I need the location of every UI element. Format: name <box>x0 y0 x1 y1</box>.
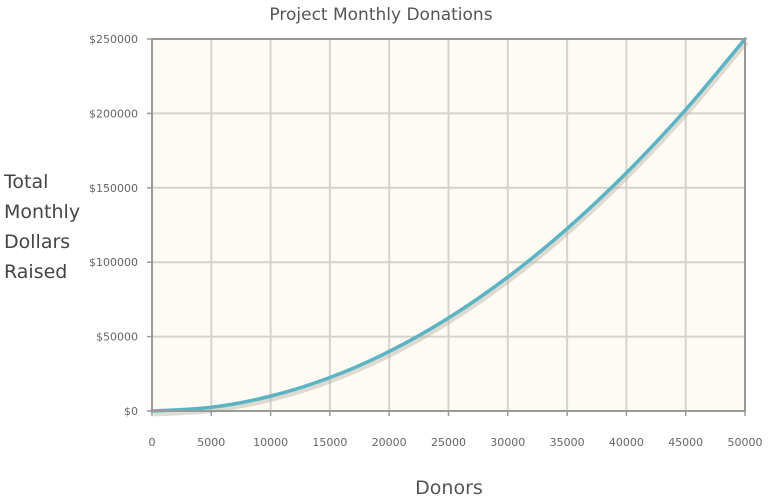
x-tick-label: 25000 <box>431 436 466 449</box>
x-axis-ticks: 0 5000 10000 15000 20000 25000 30000 35000 40000… <box>149 411 763 449</box>
chart-title: Project Monthly Donations <box>269 5 492 25</box>
x-tick-label: 50000 <box>728 436 763 449</box>
y-axis-label-line: Raised <box>4 261 67 283</box>
vertical-gridlines <box>210 39 687 411</box>
x-tick-label: 10000 <box>253 436 288 449</box>
y-axis-label: Total Monthly Dollars Raised <box>3 171 80 283</box>
x-axis-label: Donors <box>415 477 483 499</box>
x-tick-label: 0 <box>149 436 156 449</box>
y-tick-label: $250000 <box>89 33 138 46</box>
series-line-shadow <box>153 40 749 417</box>
x-tick-label: 30000 <box>490 436 525 449</box>
y-tick-label: $0 <box>124 405 138 418</box>
horizontal-gridlines <box>152 112 745 338</box>
y-axis-ticks: $0 $50000 $100000 $150000 $200000 $250000 <box>89 33 152 418</box>
y-tick-label: $200000 <box>89 107 138 120</box>
x-tick-label: 20000 <box>372 436 407 449</box>
y-tick-label: $100000 <box>89 256 138 269</box>
y-tick-label: $50000 <box>96 331 138 344</box>
x-tick-label: 35000 <box>550 436 585 449</box>
series-line <box>150 37 747 413</box>
x-tick-label: 45000 <box>668 436 703 449</box>
y-axis-label-line: Total <box>3 171 48 193</box>
x-tick-label: 40000 <box>609 436 644 449</box>
y-tick-label: $150000 <box>89 182 138 195</box>
x-tick-label: 5000 <box>197 436 225 449</box>
series-layer <box>150 37 749 417</box>
x-tick-label: 15000 <box>312 436 347 449</box>
y-axis-label-line: Dollars <box>4 231 70 253</box>
y-axis-label-line: Monthly <box>4 201 80 223</box>
